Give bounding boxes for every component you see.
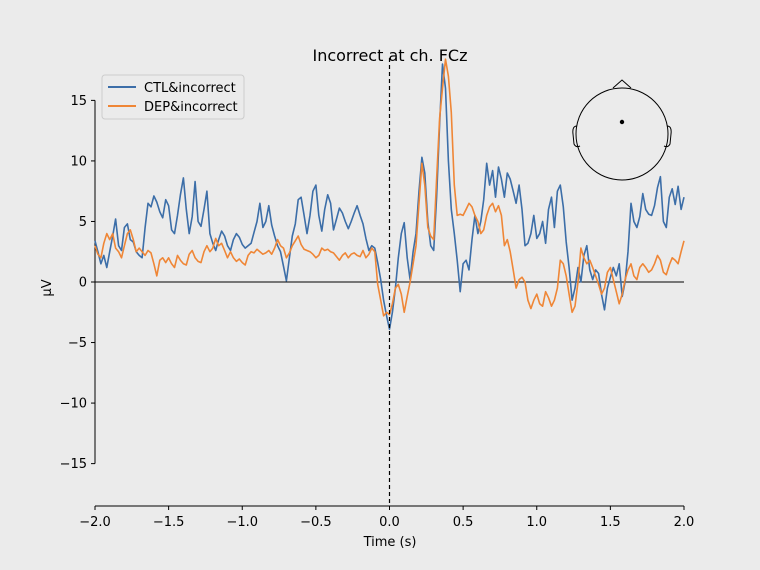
y-tick-label: 15 [70,94,87,109]
legend: CTL&incorrect DEP&incorrect [101,74,245,120]
legend-label-dep: DEP&incorrect [144,100,238,115]
y-axis-label: µV [40,279,55,296]
sensor-head-map [572,79,672,181]
series-line-ctl [94,63,685,330]
head-nose-icon [612,79,632,89]
x-tick-label: −1.5 [153,515,185,530]
chart-title: Incorrect at ch. FCz [312,46,467,65]
x-tick-label: 0.5 [453,515,474,530]
x-tick-label: −1.0 [226,515,258,530]
y-tick-label: 5 [79,215,87,230]
series-line-dep [94,58,685,317]
x-tick-label: 0.0 [379,515,400,530]
y-tick-label: −5 [68,336,87,351]
y-tick-label: 0 [79,276,87,291]
legend-frame [101,74,245,120]
legend-label-ctl: CTL&incorrect [144,81,236,96]
x-axis-label: Time (s) [363,535,417,550]
x-tick-label: 2.0 [674,515,695,530]
y-tick-label: −15 [60,457,87,472]
x-tick-label: 1.5 [600,515,621,530]
head-outline-icon [575,87,669,181]
x-tick-label: −2.0 [79,515,111,530]
series-lines [94,58,685,330]
y-tick-label: −10 [60,397,87,412]
x-tick-label: 1.0 [526,515,547,530]
y-tick-label: 10 [70,154,87,169]
x-tick-label: −0.5 [300,515,332,530]
plot-axes: 15 10 5 0 −5 −10 −15 −2.0 −1.5 −1.0 −0.5 0.0 0.5 1.0 1… [60,94,695,530]
sensor-dot-icon [619,119,625,125]
